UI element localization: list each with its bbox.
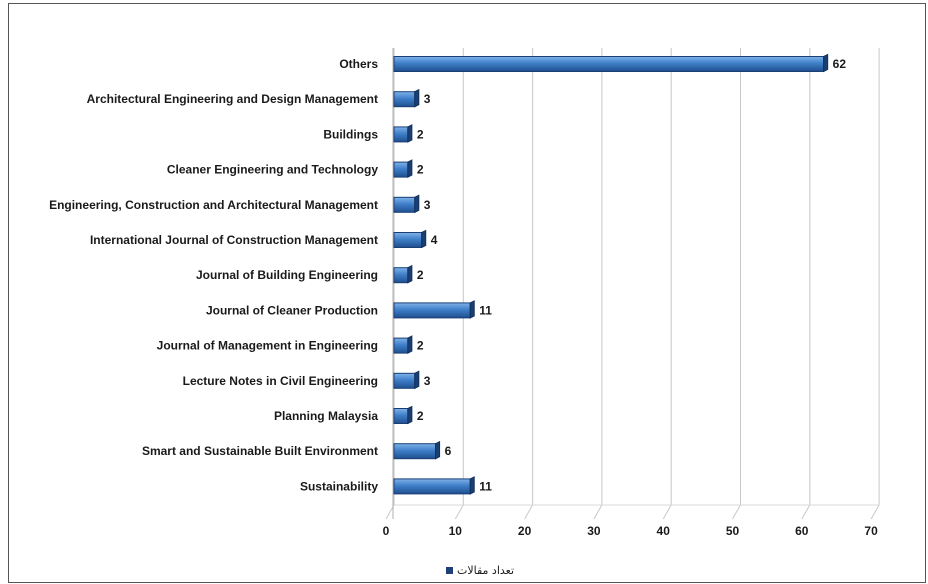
category-label-1: Architectural Engineering and Design Man…	[87, 92, 378, 106]
legend-swatch	[446, 567, 453, 574]
x-tick-label-0: 0	[383, 524, 390, 538]
grid-lines	[385, 48, 880, 520]
value-label-1: 3	[424, 92, 431, 106]
category-label-7: Journal of Cleaner Production	[206, 303, 378, 317]
bar-cap-12	[469, 476, 475, 495]
bar-cap-6	[407, 264, 413, 284]
bar-8	[393, 337, 409, 354]
category-label-0: Others	[339, 57, 378, 71]
category-label-8: Journal of Management in Engineering	[157, 339, 378, 353]
value-label-0: 62	[833, 57, 847, 71]
gridline-foot-50	[732, 504, 741, 520]
legend: تعداد مقالات	[446, 564, 514, 577]
gridline-foot-40	[662, 504, 672, 520]
x-tick-label-30: 30	[587, 524, 601, 538]
bar-cap-2	[407, 124, 413, 143]
category-label-3: Cleaner Engineering and Technology	[167, 163, 378, 177]
value-label-2: 2	[417, 127, 424, 141]
bar-9	[393, 372, 416, 389]
bar-3	[393, 161, 409, 178]
category-label-2: Buildings	[323, 127, 378, 141]
x-tick-label-50: 50	[726, 524, 740, 538]
x-tick-label-20: 20	[518, 524, 532, 538]
x-tick-label-40: 40	[657, 524, 671, 538]
value-label-5: 4	[431, 233, 438, 247]
gridline-foot-30	[593, 504, 603, 520]
category-label-6: Journal of Building Engineering	[196, 268, 378, 282]
value-label-11: 6	[445, 444, 452, 458]
bar-5	[393, 232, 423, 248]
bar-1	[393, 91, 416, 108]
bar-12	[393, 478, 471, 495]
x-tick-label-10: 10	[449, 524, 463, 538]
bar-11	[393, 443, 437, 460]
gridline-foot-10	[454, 504, 464, 520]
value-label-6: 2	[417, 268, 424, 282]
gridline-foot-70	[870, 504, 880, 520]
legend-label: تعداد مقالات	[457, 564, 514, 577]
category-label-10: Planning Malaysia	[274, 409, 378, 423]
bar-cap-1	[414, 88, 420, 108]
category-label-12: Sustainability	[300, 479, 378, 493]
bar-cap-9	[414, 370, 420, 390]
value-label-7: 11	[479, 303, 492, 317]
bar-cap-10	[407, 405, 413, 425]
bar-cap-4	[414, 194, 420, 214]
bar-cap-11	[435, 440, 441, 460]
bar-cap-5	[421, 229, 427, 249]
bar-cap-0	[823, 53, 829, 73]
bar-4	[393, 196, 416, 213]
value-label-4: 3	[424, 198, 431, 212]
value-label-10: 2	[417, 409, 424, 423]
category-label-9: Lecture Notes in Civil Engineering	[183, 374, 378, 388]
bar-2	[393, 126, 409, 143]
category-label-11: Smart and Sustainable Built Environment	[142, 444, 378, 458]
category-label-5: International Journal of Construction Ma…	[90, 233, 378, 247]
bar-10	[393, 408, 409, 424]
value-label-12: 11	[479, 479, 492, 493]
value-label-8: 2	[417, 339, 424, 353]
bar-cap-7	[469, 300, 475, 319]
bar-6	[393, 267, 409, 284]
bar-0	[393, 56, 825, 72]
bar-cap-3	[407, 159, 413, 178]
gridline-foot-20	[524, 504, 534, 520]
bars	[393, 53, 829, 495]
x-tick-label-70: 70	[864, 524, 878, 538]
bar-7	[393, 302, 471, 319]
gridline-foot-60	[801, 504, 811, 520]
category-label-4: Engineering, Construction and Architectu…	[49, 198, 378, 212]
x-tick-label-60: 60	[795, 524, 809, 538]
value-label-9: 3	[424, 374, 431, 388]
value-label-3: 2	[417, 163, 424, 177]
bar-cap-8	[407, 335, 413, 354]
